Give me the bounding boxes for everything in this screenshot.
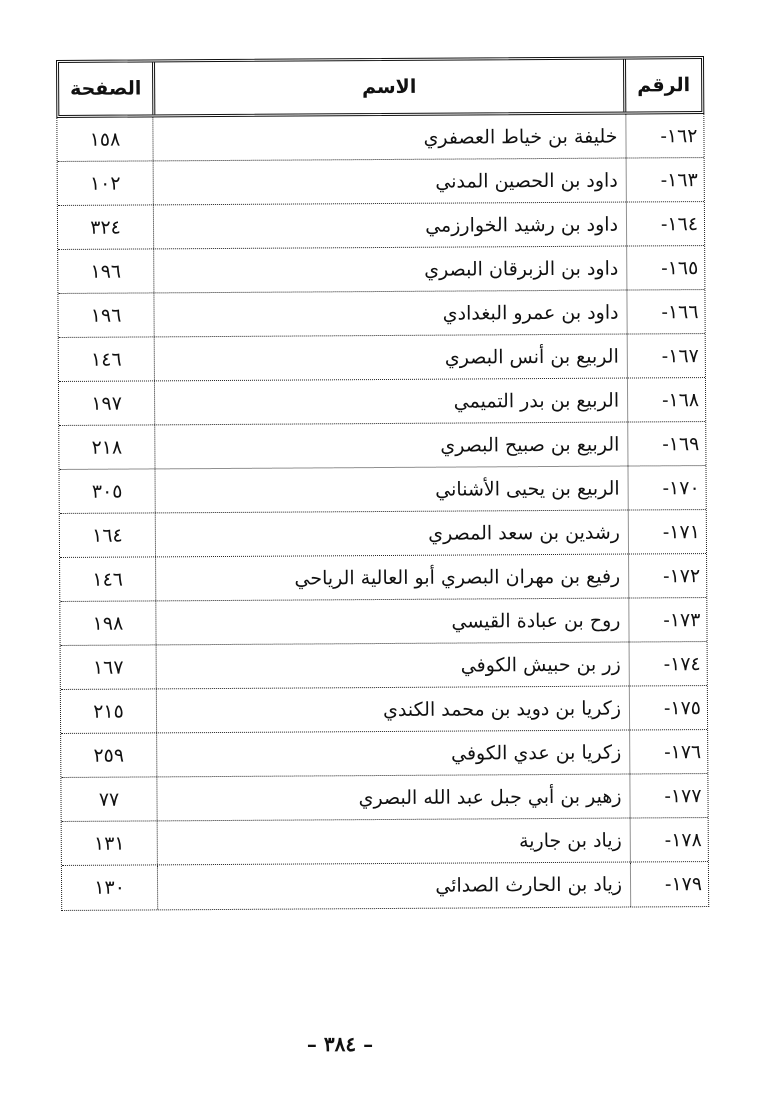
- entry-page: ١٩٧: [58, 381, 156, 425]
- entry-name: زهير بن أبي جبل عبد الله البصري: [358, 785, 622, 809]
- entry-name: الربيع بن بدر التميمي: [453, 389, 620, 413]
- entry-name: زكريا بن دويد بن محمد الكندي: [382, 697, 622, 721]
- entry-number: ١٧٥-: [628, 686, 708, 730]
- entry-page: ١٦٤: [59, 513, 157, 557]
- entry-name: زياد بن جارية: [518, 829, 622, 852]
- entry-page: ٧٧: [61, 777, 158, 821]
- table-row: ١٧٧- زهير بن أبي جبل عبد الله البصري ٧٧: [61, 774, 708, 822]
- entry-page: ١٩٨: [60, 601, 157, 645]
- table-row: ١٦٣- داود بن الحصين المدني ١٠٢: [57, 158, 704, 206]
- page-number: – ٣٨٤ –: [306, 1032, 374, 1056]
- entry-name: داود بن رشيد الخوارزمي: [425, 213, 619, 237]
- table-row: ١٦٦- داود بن عمرو البغدادي ١٩٦: [58, 290, 705, 338]
- entry-page: ١٣١: [61, 821, 158, 865]
- entry-number: ١٦٩-: [627, 422, 706, 466]
- entry-number: ١٦٣-: [625, 158, 704, 202]
- entry-page: ١٣٠: [61, 865, 159, 910]
- entry-page: ١٤٦: [60, 557, 157, 601]
- entry-number: ١٧٧-: [629, 774, 708, 818]
- entry-number: ١٦٥-: [626, 246, 705, 290]
- table-row: ١٦٢- خليفة بن خياط العصفري ١٥٨: [57, 114, 704, 162]
- table-body: ١٦٢- خليفة بن خياط العصفري ١٥٨ ١٦٣- داود بن …: [56, 114, 710, 911]
- table-row: ١٦٥- داود بن الزبرقان البصري ١٩٦: [58, 246, 705, 294]
- entry-name: رشدين بن سعد المصري: [428, 521, 620, 545]
- table-row: ١٧٩- زياد بن الحارث الصدائي ١٣٠: [61, 862, 709, 910]
- entry-page: ١٦٧: [60, 645, 157, 689]
- entry-name: داود بن الحصين المدني: [435, 169, 618, 193]
- entry-name: زر بن حبيش الكوفي: [460, 653, 621, 677]
- table-row: ١٧٢- رفيع بن مهران البصري أبو العالية الر…: [60, 554, 707, 602]
- entry-page: ٢١٨: [59, 425, 156, 469]
- entry-page: ١٠٢: [57, 161, 154, 205]
- table-row: ١٧١- رشدين بن سعد المصري ١٦٤: [59, 510, 707, 558]
- header-name: الاسم: [361, 75, 417, 99]
- entry-name: روح بن عبادة القيسي: [451, 609, 621, 633]
- header-number: الرقم: [623, 59, 702, 112]
- entry-number: ١٧١-: [627, 510, 707, 554]
- entry-name: زياد بن الحارث الصدائي: [435, 873, 623, 897]
- entry-number: ١٧٠-: [627, 466, 706, 510]
- entry-name: الربيع بن يحيى الأشناني: [435, 477, 620, 501]
- table-row: ١٦٨- الربيع بن بدر التميمي ١٩٧: [58, 378, 706, 426]
- entry-number: ١٦٦-: [626, 290, 705, 334]
- entry-name: خليفة بن خياط العصفري: [423, 125, 618, 149]
- table-row: ١٧٦- زكريا بن عدي الكوفي ٢٥٩: [61, 730, 708, 778]
- entry-number: ١٧٤-: [628, 642, 707, 686]
- entry-number: ١٧٩-: [629, 862, 709, 907]
- entry-number: ١٦٤-: [625, 202, 705, 246]
- table-row: ١٧٤- زر بن حبيش الكوفي ١٦٧: [60, 642, 707, 690]
- entry-name: داود بن الزبرقان البصري: [424, 257, 619, 281]
- entry-number: ١٦٧-: [626, 334, 705, 378]
- table-row: ١٦٩- الربيع بن صبيح البصري ٢١٨: [59, 422, 706, 470]
- entry-page: ٣٠٥: [59, 469, 156, 513]
- entry-name: الربيع بن أنس البصري: [444, 345, 619, 369]
- entry-page: ٢١٥: [60, 689, 158, 733]
- table-row: ١٧٣- روح بن عبادة القيسي ١٩٨: [60, 598, 707, 646]
- entry-name: زكريا بن عدي الكوفي: [451, 741, 622, 765]
- entry-page: ١٩٦: [58, 249, 155, 293]
- entry-page: ١٥٨: [57, 117, 154, 161]
- table-row: ١٧٨- زياد بن جارية ١٣١: [61, 818, 708, 866]
- header-page: الصفحة: [59, 62, 156, 115]
- entry-page: ١٤٦: [58, 337, 155, 381]
- entry-page: ٣٢٤: [57, 205, 155, 249]
- entry-number: ١٧٨-: [629, 818, 708, 862]
- entry-name: رفيع بن مهران البصري أبو العالية الرياحي: [294, 565, 621, 590]
- table-header: الرقم الاسم الصفحة: [56, 56, 705, 118]
- table-row: ١٧٥- زكريا بن دويد بن محمد الكندي ٢١٥: [60, 686, 708, 734]
- entry-number: ١٧٢-: [628, 554, 707, 598]
- entry-page: ١٩٦: [58, 293, 155, 337]
- index-table: الرقم الاسم الصفحة ١٦٢- خليفة بن خياط الع…: [56, 56, 710, 911]
- table-row: ١٦٤- داود بن رشيد الخوارزمي ٣٢٤: [57, 202, 705, 250]
- entry-name: الربيع بن صبيح البصري: [440, 433, 620, 457]
- table-row: ١٦٧- الربيع بن أنس البصري ١٤٦: [58, 334, 705, 382]
- entry-number: ١٧٣-: [628, 598, 707, 642]
- entry-number: ١٦٢-: [625, 114, 704, 158]
- table-row: ١٧٠- الربيع بن يحيى الأشناني ٣٠٥: [59, 466, 706, 514]
- entry-number: ١٦٨-: [626, 378, 706, 422]
- entry-page: ٢٥٩: [61, 733, 158, 777]
- entry-name: داود بن عمرو البغدادي: [442, 301, 619, 325]
- entry-number: ١٧٦-: [629, 730, 708, 774]
